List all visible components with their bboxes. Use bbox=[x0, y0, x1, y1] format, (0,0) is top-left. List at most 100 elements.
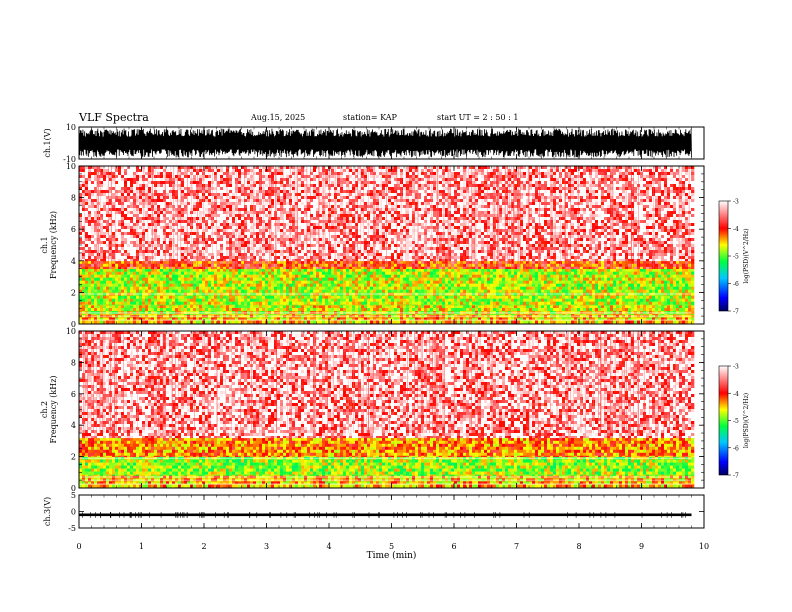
spectrogram-cell bbox=[490, 283, 494, 287]
spectrogram-cell bbox=[529, 280, 533, 284]
spectrogram-cell bbox=[682, 274, 686, 278]
spectrogram-cell bbox=[649, 280, 653, 284]
spectrogram-cell bbox=[232, 298, 236, 302]
spectrogram-cell bbox=[352, 263, 356, 268]
spectrogram-cell bbox=[97, 317, 101, 321]
spectrogram-cell bbox=[670, 271, 674, 275]
spectrogram-cell bbox=[139, 166, 143, 170]
spectrogram-cell bbox=[202, 283, 206, 287]
spectrogram-cell bbox=[463, 280, 467, 284]
spectrogram-cell bbox=[448, 308, 452, 312]
spectrogram-cell bbox=[310, 305, 314, 309]
spectrogram-cell bbox=[259, 286, 263, 290]
spectrogram-cell bbox=[217, 266, 221, 269]
spectrogram-cell bbox=[259, 304, 263, 306]
spectrogram-cell bbox=[247, 280, 251, 284]
spectrogram-cell bbox=[163, 289, 167, 293]
spectrogram-cell bbox=[106, 289, 110, 293]
spectrogram-cell bbox=[304, 280, 308, 284]
spectrogram-cell bbox=[511, 271, 515, 275]
spectrogram-cell bbox=[268, 286, 272, 290]
spectrogram-cell bbox=[457, 277, 461, 281]
spectrogram-cell bbox=[424, 283, 428, 287]
spectrogram-cell bbox=[487, 274, 491, 278]
spectrogram-cell bbox=[271, 314, 275, 315]
spectrogram-cell bbox=[349, 301, 353, 305]
spectrogram-cell bbox=[109, 166, 113, 170]
spectrogram-cell bbox=[190, 271, 194, 275]
spectrogram-cell bbox=[445, 320, 449, 324]
spectrogram-cell bbox=[244, 271, 248, 275]
spectrogram-cell bbox=[85, 295, 89, 299]
spectrogram-cell bbox=[382, 320, 386, 324]
spectrogram-cell bbox=[673, 268, 677, 272]
spectrogram-cell bbox=[298, 320, 302, 324]
spectrogram-cell bbox=[514, 314, 518, 315]
spectrogram-cell bbox=[439, 320, 443, 324]
spectrogram-cell bbox=[622, 301, 626, 305]
spectrogram-cell bbox=[589, 308, 593, 312]
spectrogram-cell bbox=[322, 271, 326, 275]
spectrogram-cell bbox=[406, 263, 410, 268]
spectrogram-cell bbox=[163, 305, 167, 309]
spectrogram-cell bbox=[97, 305, 101, 309]
spectrogram-cell bbox=[583, 301, 587, 305]
spectrogram-cell bbox=[652, 305, 656, 309]
spectrogram-cell bbox=[313, 274, 317, 278]
spectrogram-cell bbox=[304, 260, 308, 265]
spectrogram-cell bbox=[667, 305, 671, 309]
spectrogram-cell bbox=[409, 308, 413, 312]
spectrogram-cell bbox=[592, 263, 596, 268]
spectrogram-cell bbox=[517, 317, 521, 321]
spectrogram-cell bbox=[583, 286, 587, 290]
spectrogram-cell bbox=[79, 314, 83, 315]
spectrogram-cell bbox=[262, 295, 266, 299]
spectrogram-cell bbox=[370, 301, 374, 305]
spectrogram-cell bbox=[244, 308, 248, 312]
spectrogram-cell bbox=[484, 314, 488, 315]
spectrogram-cell bbox=[667, 274, 671, 278]
spectrogram-cell bbox=[565, 317, 569, 321]
spectrogram-cell bbox=[265, 271, 269, 275]
spectrogram-cell bbox=[364, 266, 368, 269]
spectrogram-cell bbox=[517, 283, 521, 287]
spectrogram-cell bbox=[385, 283, 389, 287]
spectrogram-cell bbox=[226, 317, 230, 321]
spectrogram-cell bbox=[466, 301, 470, 305]
spectrogram-cell bbox=[574, 266, 578, 269]
spectrogram-cell bbox=[313, 304, 317, 306]
spectrogram-cell bbox=[301, 280, 305, 284]
spectrogram-cell bbox=[268, 283, 272, 287]
spectrogram-cell bbox=[166, 271, 170, 275]
spectrogram-cell bbox=[181, 320, 185, 324]
spectrogram-cell bbox=[241, 301, 245, 305]
spectrogram-cell bbox=[664, 317, 668, 321]
spectrogram-cell bbox=[388, 308, 392, 312]
spectrogram-cell bbox=[130, 271, 134, 275]
spectrogram-cell bbox=[634, 263, 638, 268]
spectrogram-cell bbox=[151, 277, 155, 281]
spectrogram-cell bbox=[340, 301, 344, 305]
spectrogram-cell bbox=[217, 317, 221, 321]
spectrogram-cell bbox=[355, 320, 359, 324]
spectrogram-cell bbox=[526, 274, 530, 278]
spectrogram-cell bbox=[637, 268, 641, 272]
spectrogram-cell bbox=[607, 301, 611, 305]
spectrogram-cell bbox=[460, 295, 464, 299]
spectrogram-cell bbox=[541, 271, 545, 275]
spectrogram-cell bbox=[145, 280, 149, 284]
spectrogram-cell bbox=[274, 314, 278, 315]
spectrogram-cell bbox=[247, 301, 251, 305]
spectrogram-cell bbox=[166, 266, 170, 269]
spectrogram-cell bbox=[145, 314, 149, 315]
spectrogram-cell bbox=[196, 308, 200, 312]
spectrogram-cell bbox=[223, 277, 227, 281]
spectrogram-cell bbox=[82, 268, 86, 272]
spectrogram-cell bbox=[427, 266, 431, 269]
spectrogram-cell bbox=[292, 289, 296, 293]
spectrogram-cell bbox=[556, 305, 560, 309]
spectrogram-cell bbox=[433, 266, 437, 269]
spectrogram-cell bbox=[136, 266, 140, 269]
spectrogram-cell bbox=[130, 263, 134, 268]
spectrogram-cell bbox=[307, 268, 311, 272]
